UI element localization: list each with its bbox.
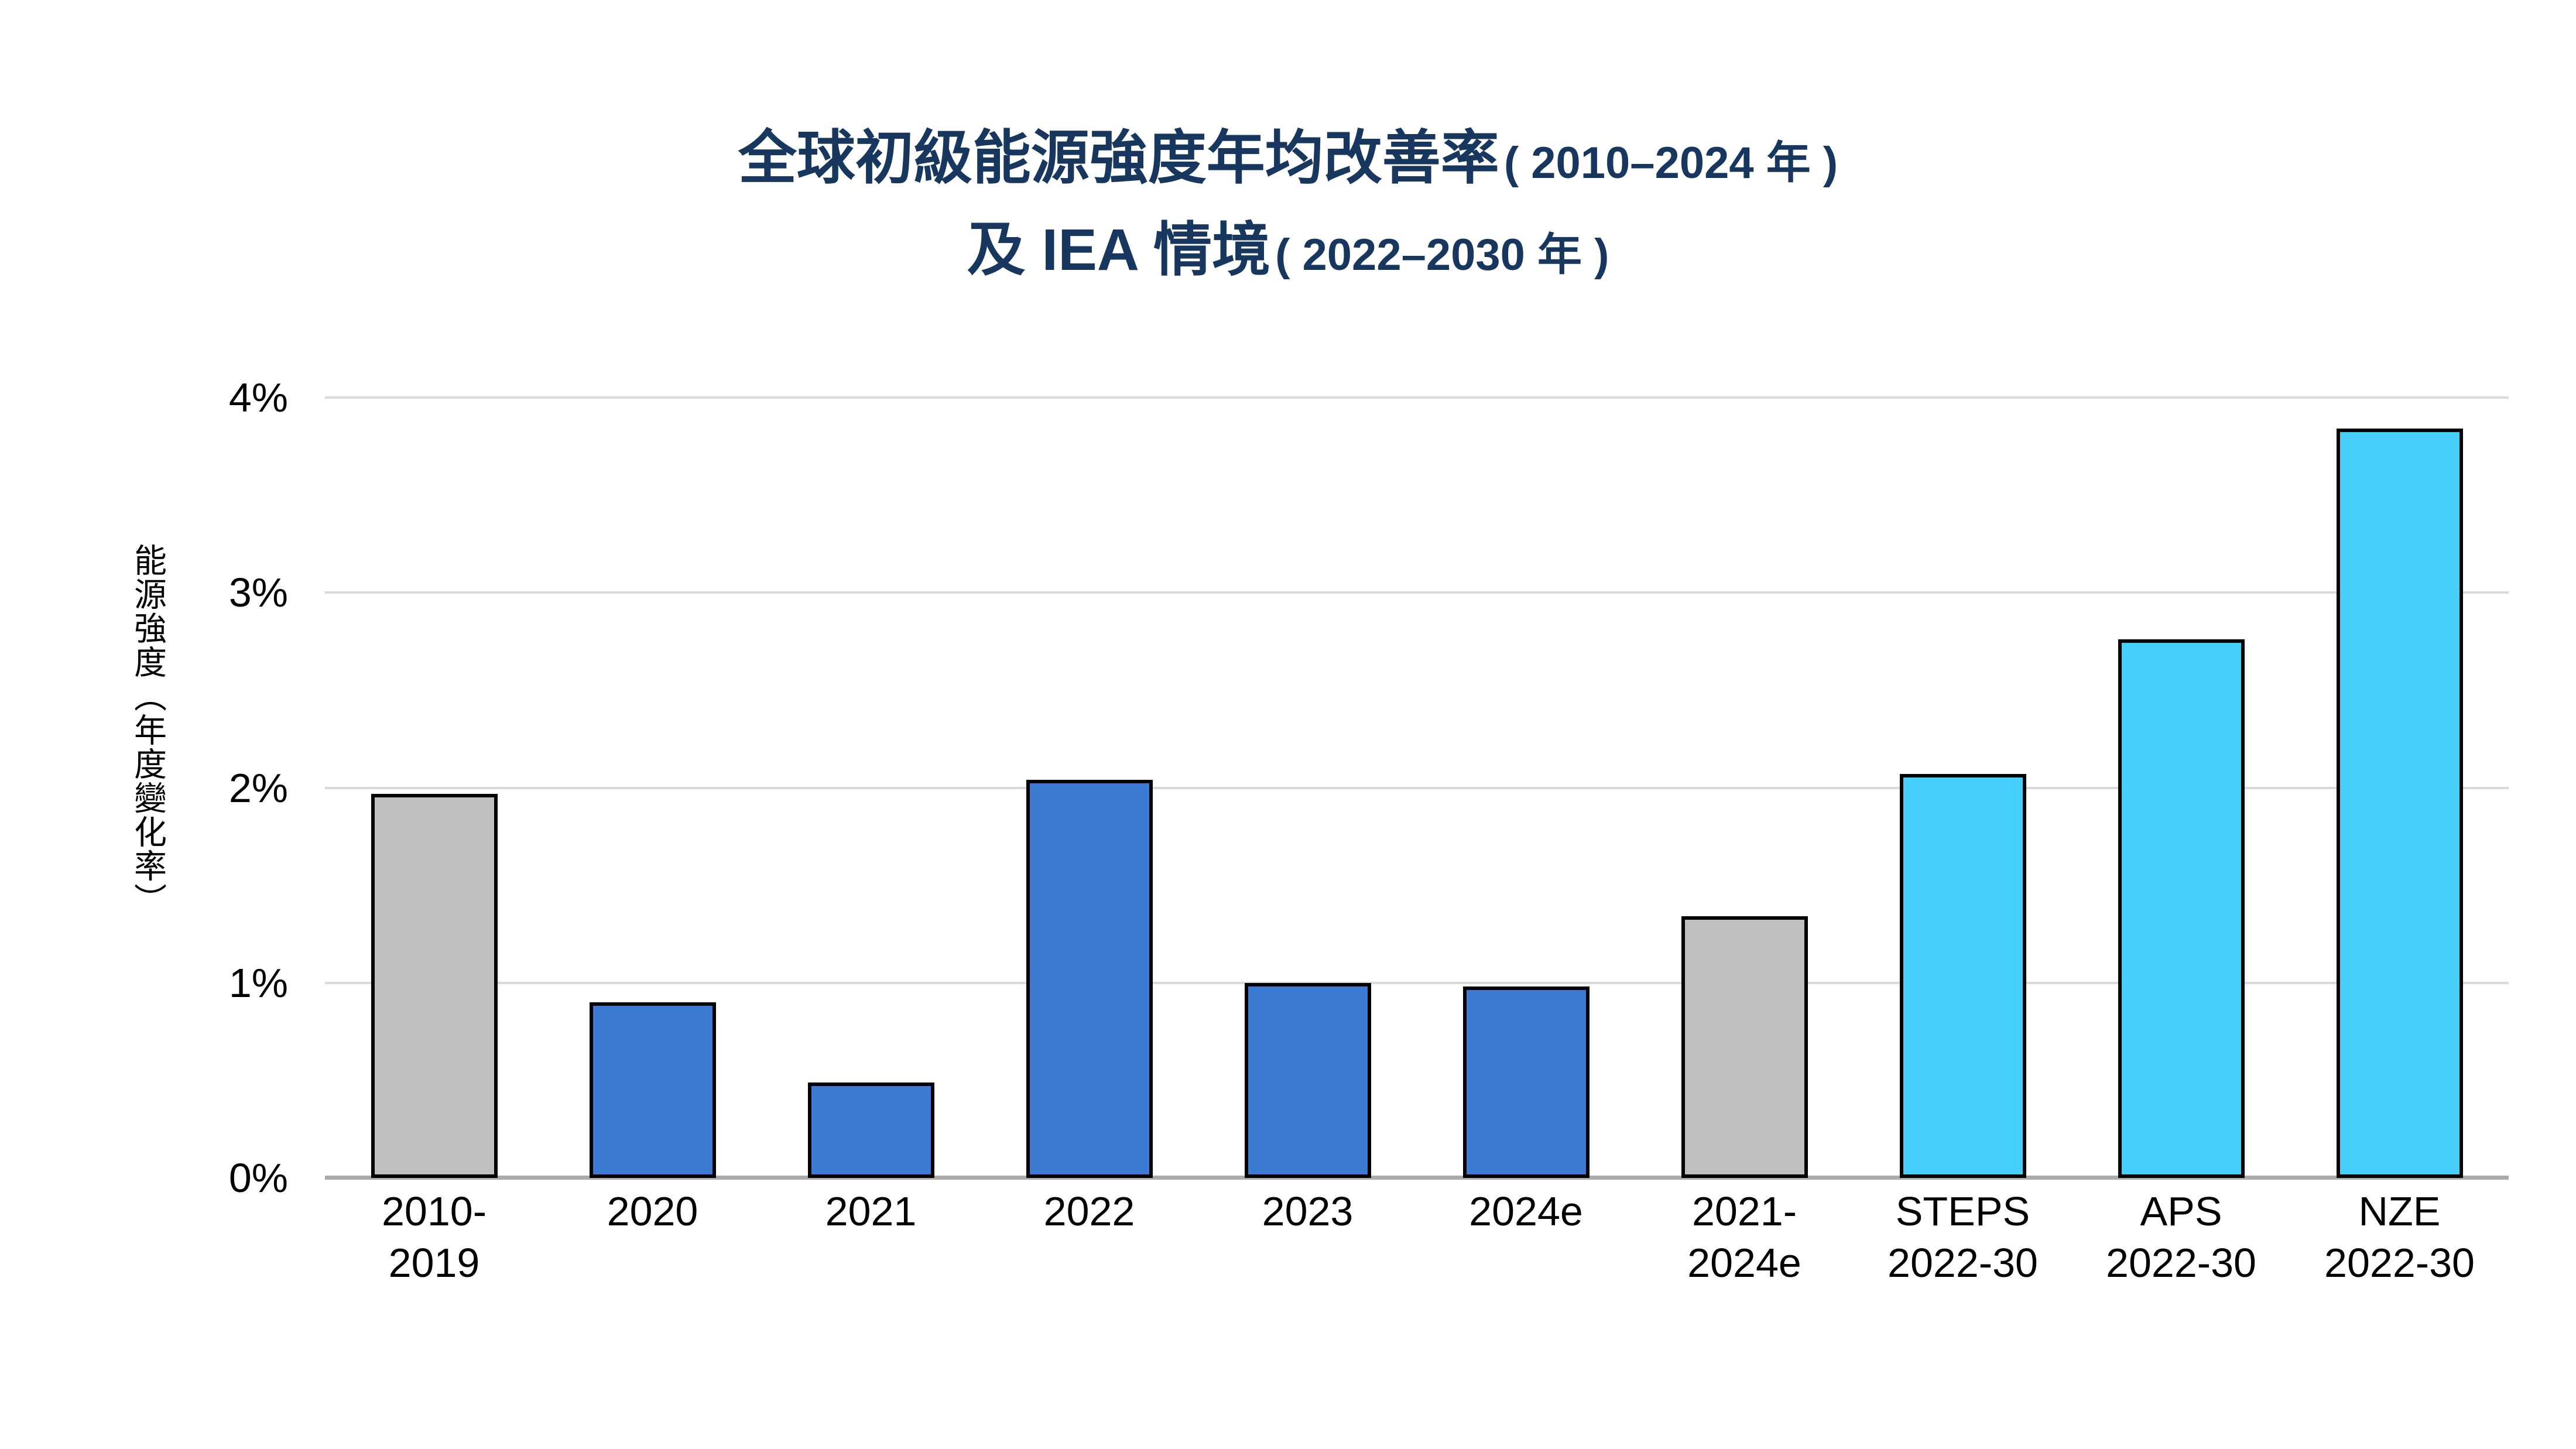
y-axis-title: 能源強度（年度變化率） (129, 543, 167, 917)
y-tick-label-2%: 2% (228, 765, 288, 811)
gridline-1% (325, 981, 2509, 984)
bar-2021 (807, 1082, 934, 1178)
bar-2021-2024e (1681, 916, 1808, 1178)
chart-title-line2-period: ( 2022–2030 年 ) (1275, 230, 1609, 280)
y-tick-label-4%: 4% (228, 375, 288, 420)
x-category-label-2023: 2023 (1262, 1188, 1354, 1234)
y-tick-label-3%: 3% (228, 570, 288, 616)
bar-steps-2022-30 (1899, 774, 2026, 1178)
x-category-label-2021-2024e: 2021- 2024e (1687, 1188, 1801, 1286)
chart-title: 全球初級能源強度年均改善率( 2010–2024 年 ) 及 IEA 情境( 2… (0, 115, 2576, 299)
x-category-label-aps-2022-30: APS 2022-30 (2106, 1188, 2256, 1286)
x-category-label-2024e: 2024e (1469, 1188, 1583, 1234)
chart-title-line2-main: 及 IEA 情境 (967, 217, 1271, 283)
x-category-label-2010-2019: 2010- 2019 (381, 1188, 487, 1286)
chart-title-line1: 全球初級能源強度年均改善率( 2010–2024 年 ) (0, 115, 2576, 207)
chart-title-line1-period: ( 2010–2024 年 ) (1503, 138, 1838, 188)
y-tick-label-0%: 0% (228, 1155, 288, 1201)
bar-2010-2019 (371, 793, 498, 1178)
gridline-2% (325, 786, 2509, 789)
plot-area (325, 396, 2509, 1180)
x-axis-line (325, 1176, 2509, 1180)
chart-title-line2: 及 IEA 情境( 2022–2030 年 ) (0, 207, 2576, 299)
x-category-label-2022: 2022 (1043, 1188, 1135, 1234)
gridline-4% (325, 396, 2509, 399)
y-tick-label-1%: 1% (228, 960, 288, 1006)
bar-nze-2022-30 (2336, 429, 2463, 1178)
x-category-label-nze-2022-30: NZE 2022-30 (2324, 1188, 2475, 1286)
x-category-label-steps-2022-30: STEPS 2022-30 (1888, 1188, 2038, 1286)
bar-aps-2022-30 (2118, 639, 2245, 1178)
bar-2024e (1462, 986, 1590, 1178)
bar-2023 (1244, 982, 1371, 1178)
y-axis-tick-labels: 0% 1% 2% 3% 4% (88, 377, 288, 1198)
x-category-label-2020: 2020 (607, 1188, 698, 1234)
x-axis-category-labels: 2010- 2019 2020 2021 2022 2023 2024e 2021- 202… (325, 1186, 2509, 1373)
bar-2022 (1026, 780, 1153, 1178)
gridline-3% (325, 591, 2509, 594)
x-category-label-2021: 2021 (825, 1188, 917, 1234)
chart-title-line1-main: 全球初級能源強度年均改善率 (738, 125, 1499, 191)
bar-2020 (589, 1002, 716, 1178)
